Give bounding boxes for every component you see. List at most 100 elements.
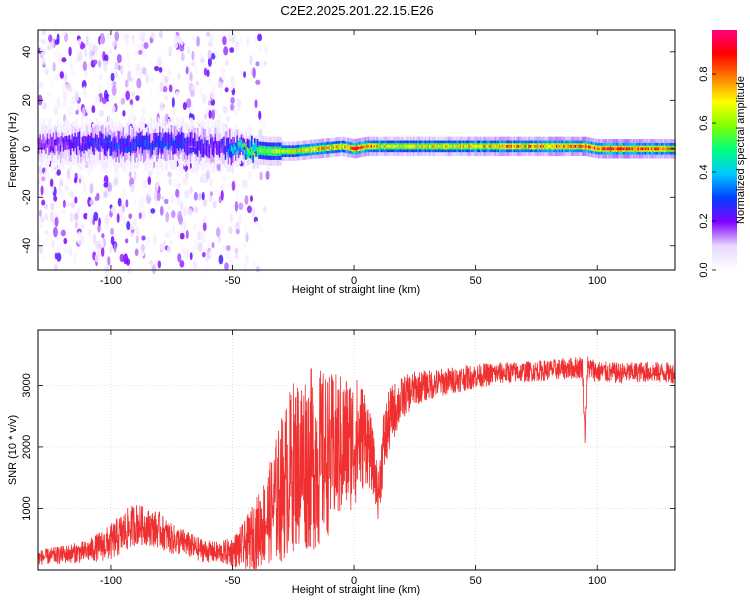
spectrogram-ridge-cell [590,146,593,149]
spectrogram-noise-cell [106,32,111,40]
spectrogram-noise-cell [53,105,59,116]
spectrogram-noise-cell [220,190,224,201]
spectrogram-x-ticks: -100 -50 0 50 100 [100,30,606,287]
spectrogram-noise-cell [213,188,218,197]
spectrogram-ridge-cell [624,147,627,151]
spectrogram-ridge-cell [214,137,217,144]
spectrogram-noise-cell [119,253,125,263]
spectrogram-noise-cell [226,115,230,123]
spectrogram-ridge-cell [466,145,469,148]
spectrogram-noise-cell [246,36,250,47]
spectrogram-noise-cell [54,27,57,35]
spectrogram-ridge-cell [250,146,253,151]
spectrogram-ridge-cell [137,139,139,146]
spectrogram-noise-cell [173,41,179,50]
spectrogram-noise-cell [124,238,129,244]
spectrogram-noise-cell [209,178,214,187]
spectrogram-noise-cell [220,223,225,233]
spectrogram-noise-cell [43,237,49,246]
spectrogram-noise-cell [110,72,115,82]
spectrogram-noise-cell [41,176,46,182]
spectrogram-noise-cell [110,235,115,245]
spectrogram-ridge-cell [173,126,176,153]
spectrogram-ridge-cell [68,135,71,150]
spectrogram-noise-cell [103,254,109,263]
spectrogram-ridge-cell [288,149,291,153]
spectrogram-noise-cell [127,58,131,69]
spectrogram-noise-cell [124,35,129,46]
spectrogram-noise-cell [98,59,102,68]
spectrogram-ridge-cell [161,137,164,144]
spectrogram-noise-cell [69,211,74,223]
spectrogram-ridge-cell [398,145,401,148]
spectrogram-ridge-cell [665,147,668,151]
spectrogram-noise-cell [220,66,226,76]
spectrogram-ridge-cell [334,145,336,149]
spectrogram-noise-cell [69,105,75,116]
spectrogram-noise-cell [172,106,177,116]
spectrogram-ridge-cell [268,149,271,154]
spectrogram-noise-cell [88,228,92,240]
spectrogram-noise-cell [137,31,143,41]
spectrogram-ridge-cell [148,134,151,149]
spectrogram-ridge-cell [262,148,265,153]
spectrogram-noise-cell [99,74,103,81]
spectrogram-noise-cell [209,249,213,256]
spectrogram-ridge-cell [303,148,306,152]
spectrogram-ridge-cell [253,153,256,158]
spectrogram-x-tick-label: -100 [100,275,122,287]
spectrogram-ridge-cell [487,145,490,148]
snr-panel: -100 -50 0 50 100 1000 2000 3000 Height of str… [7,329,676,596]
spectrogram-ridge-cell [516,145,519,148]
spectrogram-ridge-cell [134,138,137,153]
spectrogram-ridge-cell [650,147,653,151]
spectrogram-noise-cell [168,177,172,186]
spectrogram-ridge-cell [156,137,158,144]
spectrogram-noise-cell [45,232,51,238]
colorbar-tick-label: 0.2 [698,213,710,228]
spectrogram-ridge-cell [503,145,506,148]
spectrogram-ridge-cell [507,145,510,148]
spectrogram-ridge-cell [312,147,315,151]
spectrogram-ridge-cell [93,141,96,156]
spectrogram-ridge-cell [475,145,478,148]
spectrogram-noise-cell [199,86,203,98]
spectrogram-noise-cell [185,229,189,239]
spectrogram-ridge-cell [568,145,571,148]
spectrogram-ridge-cell [210,138,212,145]
spectrogram-ridge-cell [112,143,115,150]
spectrogram-noise-cell [217,235,222,243]
spectrogram-noise-cell [66,168,71,180]
spectrogram-noise-cell [258,110,262,120]
spectrogram-ridge-cell [364,145,367,149]
spectrogram-ridge-cell [102,142,104,149]
spectrogram-noise-cell [128,171,132,178]
spectrogram-noise-cell [62,199,66,208]
spectrogram-noise-cell [149,88,153,99]
spectrogram-ridge-cell [391,145,393,148]
spectrogram-ridge-cell [618,147,621,151]
spectrogram-noise-cell [211,82,216,94]
spectrogram-ridge-cell [180,143,183,150]
spectrogram-noise-cell [228,29,232,39]
spectrogram-ridge-cell [367,145,370,148]
spectrogram-ridge-cell [264,148,266,153]
spectrogram-ridge-cell [240,146,243,152]
spectrogram-noise-cell [241,179,247,188]
spectrogram-noise-cell [260,120,266,128]
spectrogram-noise-cell [230,96,235,104]
spectrogram-noise-cell [73,177,78,184]
spectrogram-noise-cell [211,241,215,249]
spectrogram-noise-cell [195,80,200,87]
spectrogram-ridge-cell [510,145,513,148]
spectrogram-ridge-cell [304,148,307,152]
spectrogram-noise-cell [212,200,217,209]
spectrogram-noise-cell [64,184,70,192]
spectrogram-ridge-cell [42,134,45,149]
spectrogram-noise-cell [177,72,181,81]
spectrogram-ridge-cell [220,141,223,149]
spectrogram-ridge-cell [347,146,350,149]
spectrogram-ridge-cell [86,136,88,151]
spectrogram-noise-cell [59,178,64,188]
spectrogram-ridge-cell [657,147,660,151]
